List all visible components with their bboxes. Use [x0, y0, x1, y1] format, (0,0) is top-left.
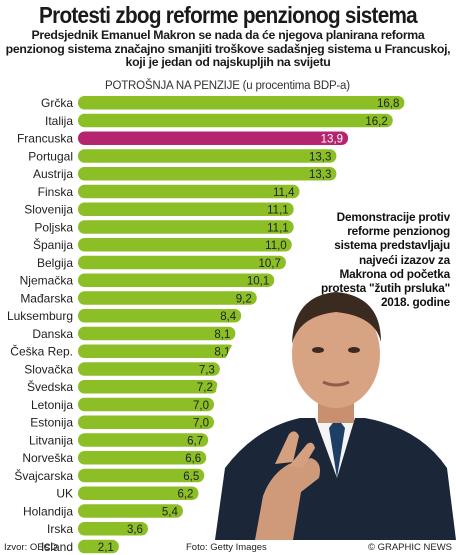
value-label: 7,3 — [199, 364, 215, 376]
bar-12 — [78, 309, 242, 323]
value-label: 11,1 — [267, 222, 289, 234]
value-label: 6,2 — [177, 489, 193, 501]
category-label: Finska — [38, 185, 74, 199]
value-label: 7,0 — [193, 400, 209, 412]
category-label: UK — [56, 487, 73, 501]
value-label: 13,3 — [309, 151, 331, 163]
bar-20 — [78, 451, 207, 465]
value-label: 8,4 — [220, 311, 237, 323]
source-note: Izvor: OECD — [4, 542, 58, 553]
value-label: 3,6 — [127, 524, 143, 536]
category-label: Italija — [45, 114, 73, 128]
bar-2 — [78, 131, 349, 145]
category-label: Austrija — [33, 167, 73, 181]
value-label: 13,9 — [321, 134, 343, 146]
bar-18 — [78, 415, 214, 429]
bar-13 — [78, 326, 236, 341]
category-label: Portugal — [28, 149, 73, 163]
value-label: 7,0 — [193, 418, 209, 430]
category-label: Češka Rep. — [10, 344, 73, 359]
bar-4 — [78, 167, 337, 181]
value-label: 16,8 — [377, 98, 399, 110]
category-label: Estonija — [30, 416, 73, 430]
bar-22 — [78, 486, 199, 500]
category-label: Slovenija — [24, 203, 73, 217]
photo-content — [215, 281, 456, 540]
value-label: 10,7 — [258, 258, 280, 270]
value-label: 5,4 — [162, 506, 179, 518]
category-label: Grčka — [41, 96, 73, 110]
agency-credit: © GRAPHIC NEWS — [367, 542, 452, 553]
category-label: Holandija — [23, 504, 73, 518]
category-label: Slovačka — [24, 362, 73, 376]
category-label: Luksemburg — [7, 309, 73, 323]
category-label: Danska — [32, 327, 73, 341]
bar-17 — [78, 397, 214, 412]
category-label: Francuska — [17, 132, 73, 146]
bar-14 — [78, 344, 236, 358]
bar-8 — [78, 238, 292, 252]
category-label: Litvanija — [29, 433, 73, 447]
macron-photo — [215, 281, 456, 540]
value-label: 6,6 — [185, 453, 201, 465]
value-label: 8,1 — [214, 347, 230, 359]
bar-11 — [78, 291, 257, 305]
bar-25 — [78, 539, 119, 554]
bar-6 — [78, 202, 294, 216]
category-label: Island — [41, 540, 73, 554]
value-label: 11,0 — [265, 240, 287, 252]
value-label: 8,1 — [214, 329, 230, 341]
bar-5 — [78, 184, 300, 199]
value-label: 11,1 — [267, 205, 289, 217]
value-label: 16,2 — [365, 116, 387, 128]
bar-15 — [78, 362, 220, 376]
category-label: Španija — [33, 237, 73, 252]
bar-19 — [78, 433, 209, 447]
bar-1 — [78, 113, 393, 128]
bar-9 — [78, 255, 286, 270]
category-label: Norveška — [22, 451, 73, 465]
bar-10 — [78, 273, 275, 287]
chart-title: Protesti zbog reforme penzionog sistema — [39, 2, 418, 28]
bar-0 — [78, 96, 405, 110]
category-label: Švedska — [27, 379, 73, 394]
category-label: Belgija — [37, 256, 73, 270]
value-label: 6,5 — [183, 471, 199, 483]
bar-23 — [78, 504, 183, 518]
bar-24 — [78, 522, 148, 536]
value-label: 2,1 — [98, 542, 114, 554]
category-label: Poljska — [34, 220, 73, 234]
category-label: Švajcarska — [14, 468, 73, 483]
bar-7 — [78, 220, 294, 234]
chart-subtitle: Predsjednik Emanuel Makron se nada da će… — [5, 28, 451, 70]
category-label: Letonija — [31, 398, 73, 412]
category-label: Mađarska — [20, 291, 73, 305]
value-label: 11,4 — [273, 187, 295, 199]
bar-3 — [78, 149, 337, 163]
photo-credit: Foto: Getty Images — [186, 542, 267, 553]
bar-16 — [78, 380, 218, 394]
value-label: 9,2 — [236, 293, 252, 305]
category-label: Njemačka — [20, 274, 74, 288]
value-label: 10,1 — [247, 276, 269, 288]
axis-caption: POTROŠNJA NA PENZIJE (u procentima BDP-a… — [105, 80, 350, 92]
bar-21 — [78, 468, 205, 483]
value-label: 6,7 — [187, 435, 203, 447]
photo-caption: Demonstracije protiv reforme penzionog s… — [321, 210, 450, 310]
value-label: 7,2 — [197, 382, 213, 394]
category-label: Irska — [47, 522, 73, 536]
value-label: 13,3 — [309, 169, 331, 181]
